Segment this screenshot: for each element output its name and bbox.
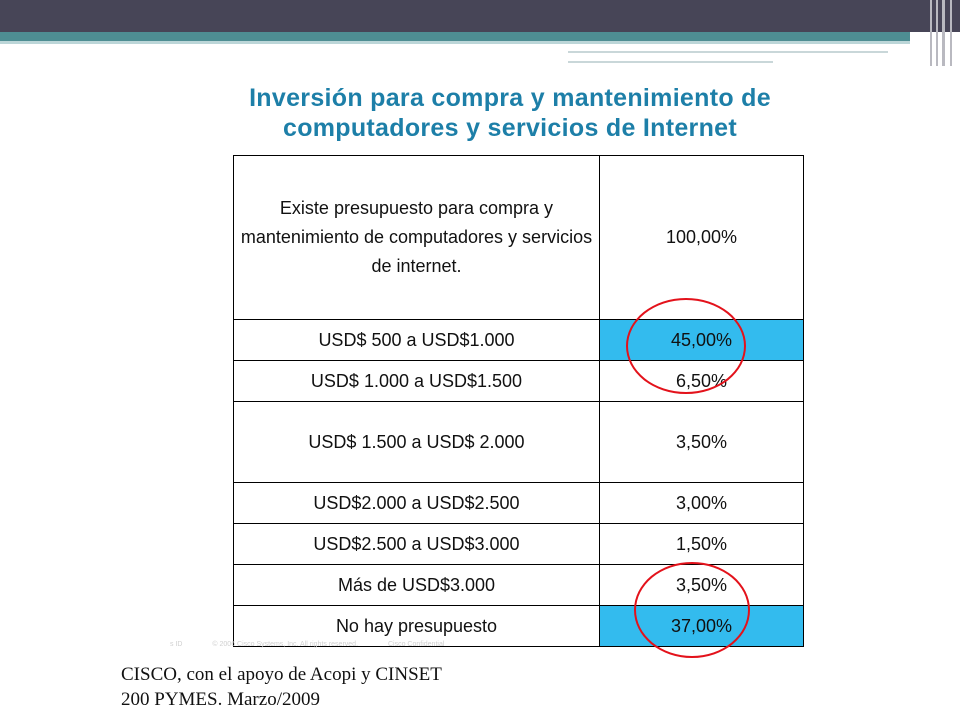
source-line-1: CISCO, con el apoyo de Acopi y CINSET bbox=[121, 664, 442, 685]
source-line-2: 200 PYMES. Marzo/2009 bbox=[121, 689, 320, 710]
footer-copyright: © 2006 Cisco Systems, Inc. All rights re… bbox=[212, 641, 359, 648]
table-cell-range: Más de USD$3.000 bbox=[233, 564, 600, 606]
slide-title-line-1: Inversión para compra y mantenimiento de bbox=[249, 84, 771, 112]
slide-title: Inversión para compra y mantenimiento de… bbox=[140, 83, 880, 143]
table-cell-value: 6,50% bbox=[599, 360, 804, 402]
table-row: No hay presupuesto 37,00% bbox=[233, 605, 804, 647]
table-row: USD$ 1.000 a USD$1.500 6,50% bbox=[233, 360, 804, 402]
table-cell-range: Existe presupuesto para compra y manteni… bbox=[233, 155, 600, 320]
table-row: USD$2.000 a USD$2.500 3,00% bbox=[233, 482, 804, 524]
faint-footer-text: s ID © 2006 Cisco Systems, Inc. All righ… bbox=[170, 641, 472, 648]
source-citation: CISCO, con el apoyo de Acopi y CINSET 20… bbox=[121, 662, 442, 712]
slide-edge-decoration bbox=[926, 0, 960, 66]
table-row: Más de USD$3.000 3,50% bbox=[233, 564, 804, 606]
table-cell-value: 100,00% bbox=[599, 155, 804, 320]
accent-line bbox=[568, 51, 888, 53]
table-cell-value: 1,50% bbox=[599, 523, 804, 565]
footer-id: s ID bbox=[170, 641, 183, 648]
table-cell-value-highlighted: 45,00% bbox=[599, 319, 804, 361]
table-row: USD$ 500 a USD$1.000 45,00% bbox=[233, 319, 804, 361]
table-cell-range: USD$ 1.000 a USD$1.500 bbox=[233, 360, 600, 402]
table-row: USD$2.500 a USD$3.000 1,50% bbox=[233, 523, 804, 565]
table-row: USD$ 1.500 a USD$ 2.000 3,50% bbox=[233, 401, 804, 483]
top-banner-teal-light bbox=[0, 41, 910, 44]
table-cell-range: USD$ 500 a USD$1.000 bbox=[233, 319, 600, 361]
top-banner-dark bbox=[0, 0, 960, 32]
accent-line bbox=[568, 61, 773, 63]
table-cell-range: USD$2.000 a USD$2.500 bbox=[233, 482, 600, 524]
budget-table: Existe presupuesto para compra y manteni… bbox=[233, 155, 804, 647]
table-cell-value: 3,50% bbox=[599, 564, 804, 606]
top-banner-teal bbox=[0, 32, 910, 41]
footer-confidential: Cisco Confidential bbox=[387, 641, 445, 648]
slide-title-line-2: computadores y servicios de Internet bbox=[282, 114, 737, 142]
table-cell-range: USD$ 1.500 a USD$ 2.000 bbox=[233, 401, 600, 483]
table-cell-range: USD$2.500 a USD$3.000 bbox=[233, 523, 600, 565]
table-cell-value: 3,50% bbox=[599, 401, 804, 483]
table-cell-range: No hay presupuesto bbox=[233, 605, 600, 647]
table-row: Existe presupuesto para compra y manteni… bbox=[233, 155, 804, 320]
table-cell-value-highlighted: 37,00% bbox=[599, 605, 804, 647]
range-label: Existe presupuesto para compra y manteni… bbox=[240, 198, 593, 276]
table-cell-value: 3,00% bbox=[599, 482, 804, 524]
